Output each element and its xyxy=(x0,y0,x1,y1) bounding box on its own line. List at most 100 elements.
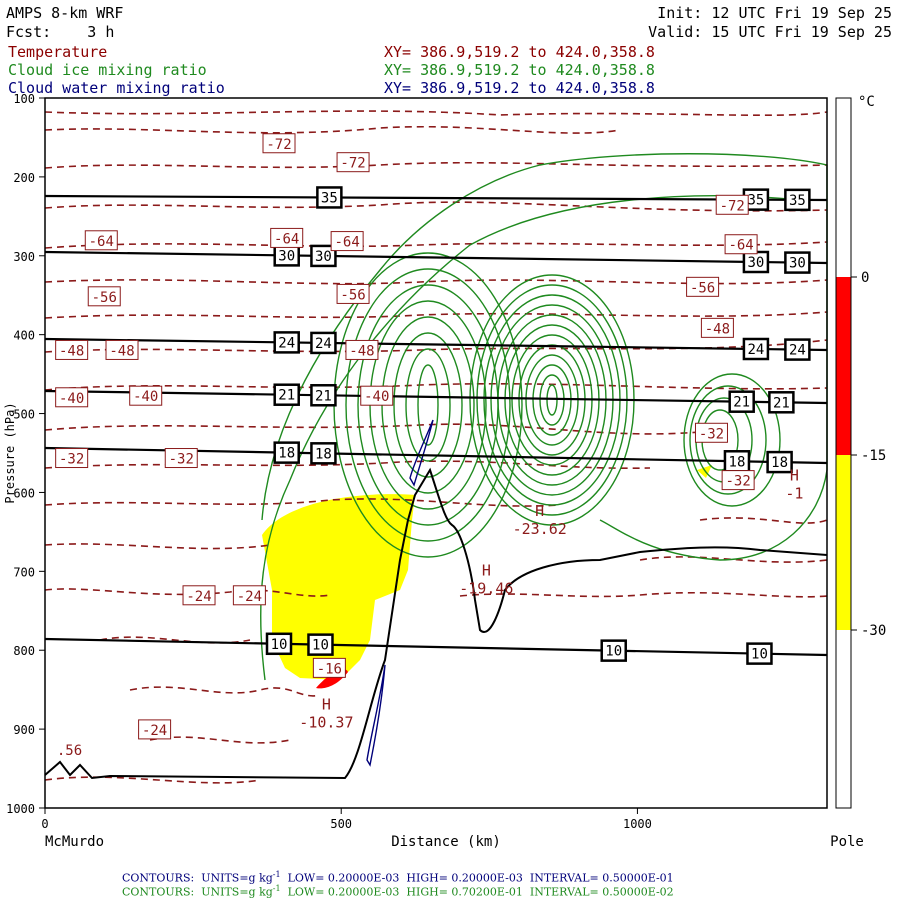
theta-label-box-21-1 xyxy=(310,384,337,407)
footer-ice-high: HIGH= 0.70200E-01 xyxy=(406,885,523,899)
theta-label-box-24-2 xyxy=(742,337,770,361)
temp-label-box-9 xyxy=(686,276,720,297)
temp-label-box-1 xyxy=(336,152,370,173)
cloud-water-contours xyxy=(366,419,434,767)
temp-label-box-24 xyxy=(312,657,346,678)
temp-label-18: -32 xyxy=(169,452,194,468)
contour-labels: -72 -72 -72 -64 -64 -64 -64 -56 -56 -56 -48 -48 -48 -… xyxy=(55,133,803,759)
terrain-line xyxy=(44,467,828,780)
theta-label-18-2: 18 xyxy=(729,454,746,470)
temp-label-17: -32 xyxy=(59,452,84,468)
theta-label-35-0: 35 xyxy=(321,190,338,206)
temp-label-box-15 xyxy=(129,385,163,406)
temp-label-box-7 xyxy=(87,286,121,307)
extremum-type-0: H xyxy=(322,695,331,713)
init-time: Init: 12 UTC Fri 19 Sep 25 xyxy=(657,4,892,22)
temp-label-box-3 xyxy=(84,230,118,251)
theta-label-30-0: 30 xyxy=(278,248,295,264)
colorbar: °C 0 -15 -30 xyxy=(835,94,886,809)
ice-ring-west-0 xyxy=(417,364,439,446)
footer-water-low: LOW= 0.20000E-03 xyxy=(287,871,400,885)
theta-label-24-0: 24 xyxy=(278,335,295,351)
temperature-contour-4 xyxy=(44,241,828,249)
field-name-cloud-water: Cloud water mixing ratio xyxy=(8,79,225,97)
field-name-cloud-ice: Cloud ice mixing ratio xyxy=(8,61,207,79)
footer-line-water: CONTOURS: UNITS=g kg-1 LOW= 0.20000E-03 … xyxy=(122,870,674,885)
theta-label-21-0: 21 xyxy=(278,388,295,404)
extremum-value-0: -10.37 xyxy=(299,713,353,731)
temp-label-box-21 xyxy=(182,585,216,606)
forecast-hour: Fcst: 3 h xyxy=(6,24,114,40)
footer-water-units: UNITS=g kg xyxy=(201,871,273,885)
temp-label-box-6 xyxy=(724,234,758,255)
temp-label-box-18 xyxy=(164,448,198,469)
temp-label-0: -72 xyxy=(266,137,291,153)
colorbar-unit: °C xyxy=(858,94,875,110)
temp-label-11: -48 xyxy=(109,343,134,359)
temp-label-7: -56 xyxy=(92,290,117,306)
temperature-contour-15 xyxy=(129,686,321,697)
theta-label-box-24-1 xyxy=(310,331,337,355)
theta-label-21-1: 21 xyxy=(315,388,332,404)
theta-label-box-35-0 xyxy=(316,186,343,209)
temp-label-19: -32 xyxy=(699,426,724,442)
theta-label-10-2: 10 xyxy=(605,644,622,660)
temp-label-1: -72 xyxy=(340,156,365,172)
temperature-contour-1 xyxy=(44,125,621,134)
theta-label-30-3: 30 xyxy=(789,256,806,272)
temp-label-box-5 xyxy=(330,231,364,252)
temperature-contour-10 xyxy=(44,460,651,470)
ice-ring-west-1 xyxy=(405,348,451,462)
temp-label-box-0 xyxy=(262,133,296,154)
theta-label-box-24-3 xyxy=(784,338,811,361)
plot-border xyxy=(44,97,828,809)
theta-label-box-35-2 xyxy=(784,188,811,212)
colorbar-band-0 xyxy=(836,98,851,277)
ice-ring-pole-3 xyxy=(683,373,781,507)
colorbar-tick-label-2: -30 xyxy=(861,623,886,639)
temp-label-4: -64 xyxy=(274,231,299,247)
temp-label-box-23 xyxy=(138,719,172,740)
theta-line-10 xyxy=(44,637,828,657)
footer-ice-units: UNITS=g kg xyxy=(201,885,273,899)
ice-ring-west-6 xyxy=(345,268,511,542)
theta-label-24-2: 24 xyxy=(747,342,764,358)
ice-ring-pole-2 xyxy=(689,385,767,495)
temperature-contour-13 xyxy=(44,588,331,597)
theta-label-box-30-3 xyxy=(784,251,811,274)
theta-label-30-2: 30 xyxy=(747,255,764,271)
temp-label-box-12 xyxy=(345,339,379,360)
temp-label-box-10 xyxy=(55,339,89,360)
theta-label-box-10-1 xyxy=(307,633,334,656)
temp-label-box-2 xyxy=(715,194,749,215)
y-tick-label-200: 200 xyxy=(13,171,35,185)
theta-label-24-3: 24 xyxy=(789,343,806,359)
fcst-value: 3 h xyxy=(87,23,115,41)
extremum-value-2: -23.62 xyxy=(513,520,567,538)
extremum-type-2: H xyxy=(535,502,544,520)
colorbar-band-1 xyxy=(836,277,851,455)
temperature-contour-6 xyxy=(44,311,828,319)
temperature-contour-12 xyxy=(44,543,271,550)
field-xy-cloud-water: XY= 386.9,519.2 to 424.0,358.8 xyxy=(384,79,655,97)
theta-label-35-2: 35 xyxy=(789,193,806,209)
temperature-contours xyxy=(44,110,828,784)
theta-label-box-18-1 xyxy=(310,442,337,465)
fcst-label: Fcst: xyxy=(6,23,52,41)
y-tick-label-600: 600 xyxy=(13,486,35,500)
theta-label-35-1: 35 xyxy=(747,193,764,209)
theta-label-10-1: 10 xyxy=(312,638,329,654)
temp-label-13: -48 xyxy=(705,321,730,337)
valid-time: Valid: 15 UTC Fri 19 Sep 25 xyxy=(648,23,892,41)
extremum-value-1: -19.46 xyxy=(459,579,513,597)
cloud-water-contour-upper xyxy=(409,419,434,487)
temperature-contour-17 xyxy=(44,776,261,784)
temp-label-24: -16 xyxy=(317,661,342,677)
yellow-shading-small xyxy=(697,465,712,478)
extremum-value-3: -1 xyxy=(785,485,803,503)
cloud-ice-contours xyxy=(260,153,828,681)
y-tick-label-300: 300 xyxy=(13,250,35,264)
y-tick-label-1000: 1000 xyxy=(6,802,35,816)
temperature-contour-3 xyxy=(44,201,828,212)
